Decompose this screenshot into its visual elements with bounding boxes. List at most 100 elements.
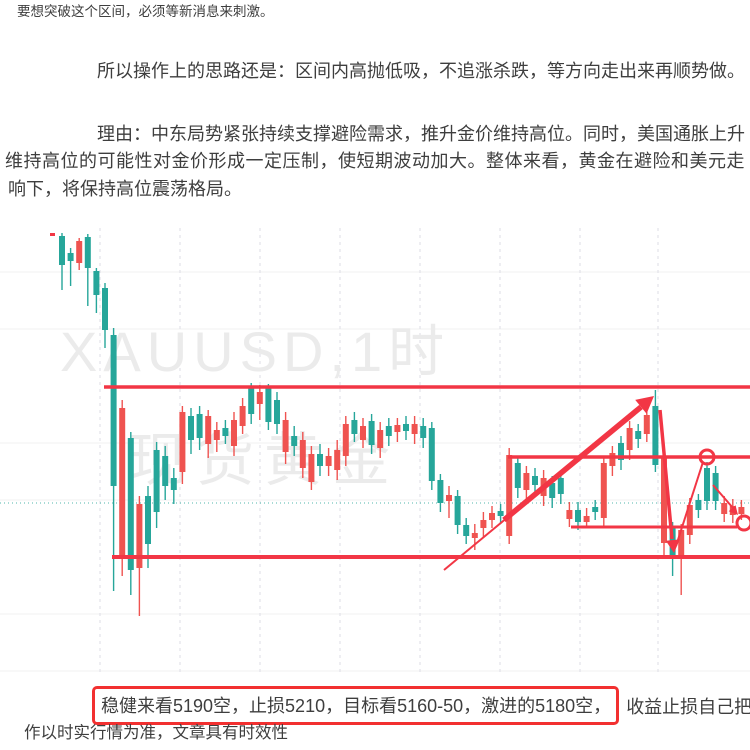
small-arrow-shaft [712, 484, 734, 509]
candle-body [514, 463, 521, 488]
up-arrow-head [635, 396, 654, 414]
candle-body [84, 237, 91, 268]
candle-body [299, 440, 306, 468]
candle-body [93, 271, 100, 295]
candle-body [67, 253, 74, 261]
candle-body [678, 530, 685, 555]
candle-body [643, 415, 650, 434]
candle-body [282, 420, 289, 452]
candle-body [145, 496, 151, 544]
watermark-text: XAUUSD,1时 [60, 320, 450, 383]
candle-body [566, 510, 573, 519]
candle-body [600, 463, 607, 518]
candle-body [686, 505, 693, 535]
candle-body [471, 533, 478, 538]
candle-body [661, 456, 667, 543]
candle-body [575, 510, 581, 522]
candle-body [463, 525, 470, 536]
candle-body [377, 430, 384, 448]
candle-body [308, 454, 315, 482]
candle-body [153, 450, 160, 512]
candle-body [188, 416, 194, 440]
candle-body [489, 513, 495, 520]
candle-body [652, 406, 659, 465]
candle-body [179, 412, 186, 472]
candle-body [342, 424, 349, 456]
paragraph-3-line2: 维持高位的可能性对金价形成一定压制，使短期波动加大。整体来看，黄金在避险和美元走 [5, 151, 745, 171]
watermark-text: 现货黄金 [128, 428, 400, 493]
candle-body [420, 426, 427, 438]
candle-body [532, 476, 538, 485]
candle-body [110, 335, 117, 486]
candle-body [497, 511, 504, 516]
candle-body [119, 408, 126, 558]
candle-body [411, 424, 418, 434]
trendline-thin [443, 516, 509, 571]
candle-body [102, 288, 108, 330]
candle-body [609, 453, 616, 466]
candle-body [428, 428, 435, 481]
candle-body [454, 496, 461, 525]
paragraph-2: 所以操作上的思路还是：区间内高抛低吸，不追涨杀跌，等方向走出来再顺势做。 [97, 61, 745, 81]
paragraph-3-line3: 响下，将保持高位震荡格局。 [8, 179, 242, 199]
trade-plan-row: 稳健来看5190空，止损5210，目标看5160-50，激进的5180空， 收益… [92, 686, 750, 725]
after-highlight-text: 收益止损自己把 [626, 696, 750, 717]
candlestick-chart: XAUUSD,1时现货黄金 [0, 228, 750, 680]
candle-body [583, 516, 590, 522]
candle-body [248, 388, 255, 414]
candle-body [394, 425, 401, 432]
candle-body [437, 480, 444, 503]
paragraph-1: 要想突破这个区间，必须等新消息来刺激。 [17, 4, 274, 19]
candle-body [162, 456, 169, 486]
small-arrow-head [728, 505, 738, 515]
candle-body [403, 424, 409, 431]
candle-body [76, 241, 83, 263]
candle-body [196, 414, 203, 438]
candle-body [557, 478, 564, 494]
candle-body [549, 483, 556, 498]
candle-body [231, 420, 237, 446]
small-red-tick [50, 233, 55, 236]
candle-body [136, 504, 143, 568]
candle-body [704, 468, 710, 501]
candle-body [446, 495, 452, 501]
candle-body [222, 428, 229, 436]
candle-body [626, 428, 633, 450]
candle-body [523, 473, 530, 490]
disclaimer-text: 作以时实行情为准，文章具有时效性 [24, 724, 288, 742]
candle-body [738, 507, 745, 514]
trade-plan-highlight: 稳健来看5190空，止损5210，目标看5160-50，激进的5180空， [92, 686, 620, 725]
candle-body [351, 420, 358, 434]
candle-body [274, 400, 280, 424]
candle-body [592, 507, 599, 512]
candle-body [205, 416, 212, 444]
candle-body [325, 456, 332, 466]
candle-body [480, 520, 487, 528]
candle-body [213, 430, 220, 440]
paragraph-3-line1: 理由：中东局势紧张持续支撑避险需求，推升金价维持高位。同时，美国通胀上升 [97, 124, 745, 144]
candle-body [385, 426, 392, 436]
candle-body [506, 455, 513, 536]
candle-body [317, 454, 323, 466]
candle-body [721, 503, 728, 514]
candle-body [265, 388, 272, 422]
up-arrow-shaft [502, 404, 643, 523]
down-arrow-shaft [658, 409, 674, 540]
candle-body [170, 478, 177, 490]
entry-circle-1 [698, 448, 716, 466]
candle-body [695, 500, 702, 510]
candle-body [334, 450, 341, 470]
candle-body [291, 436, 298, 446]
entry-circle-2 [735, 514, 750, 532]
candle-body [59, 236, 65, 265]
candle-body [360, 426, 366, 440]
candle-body [127, 438, 134, 570]
candle-body [256, 392, 263, 404]
candle-body [239, 406, 246, 426]
candle-body [635, 431, 642, 439]
rebound-line [675, 461, 704, 547]
candle-body [368, 421, 375, 445]
candle-body [618, 443, 624, 460]
